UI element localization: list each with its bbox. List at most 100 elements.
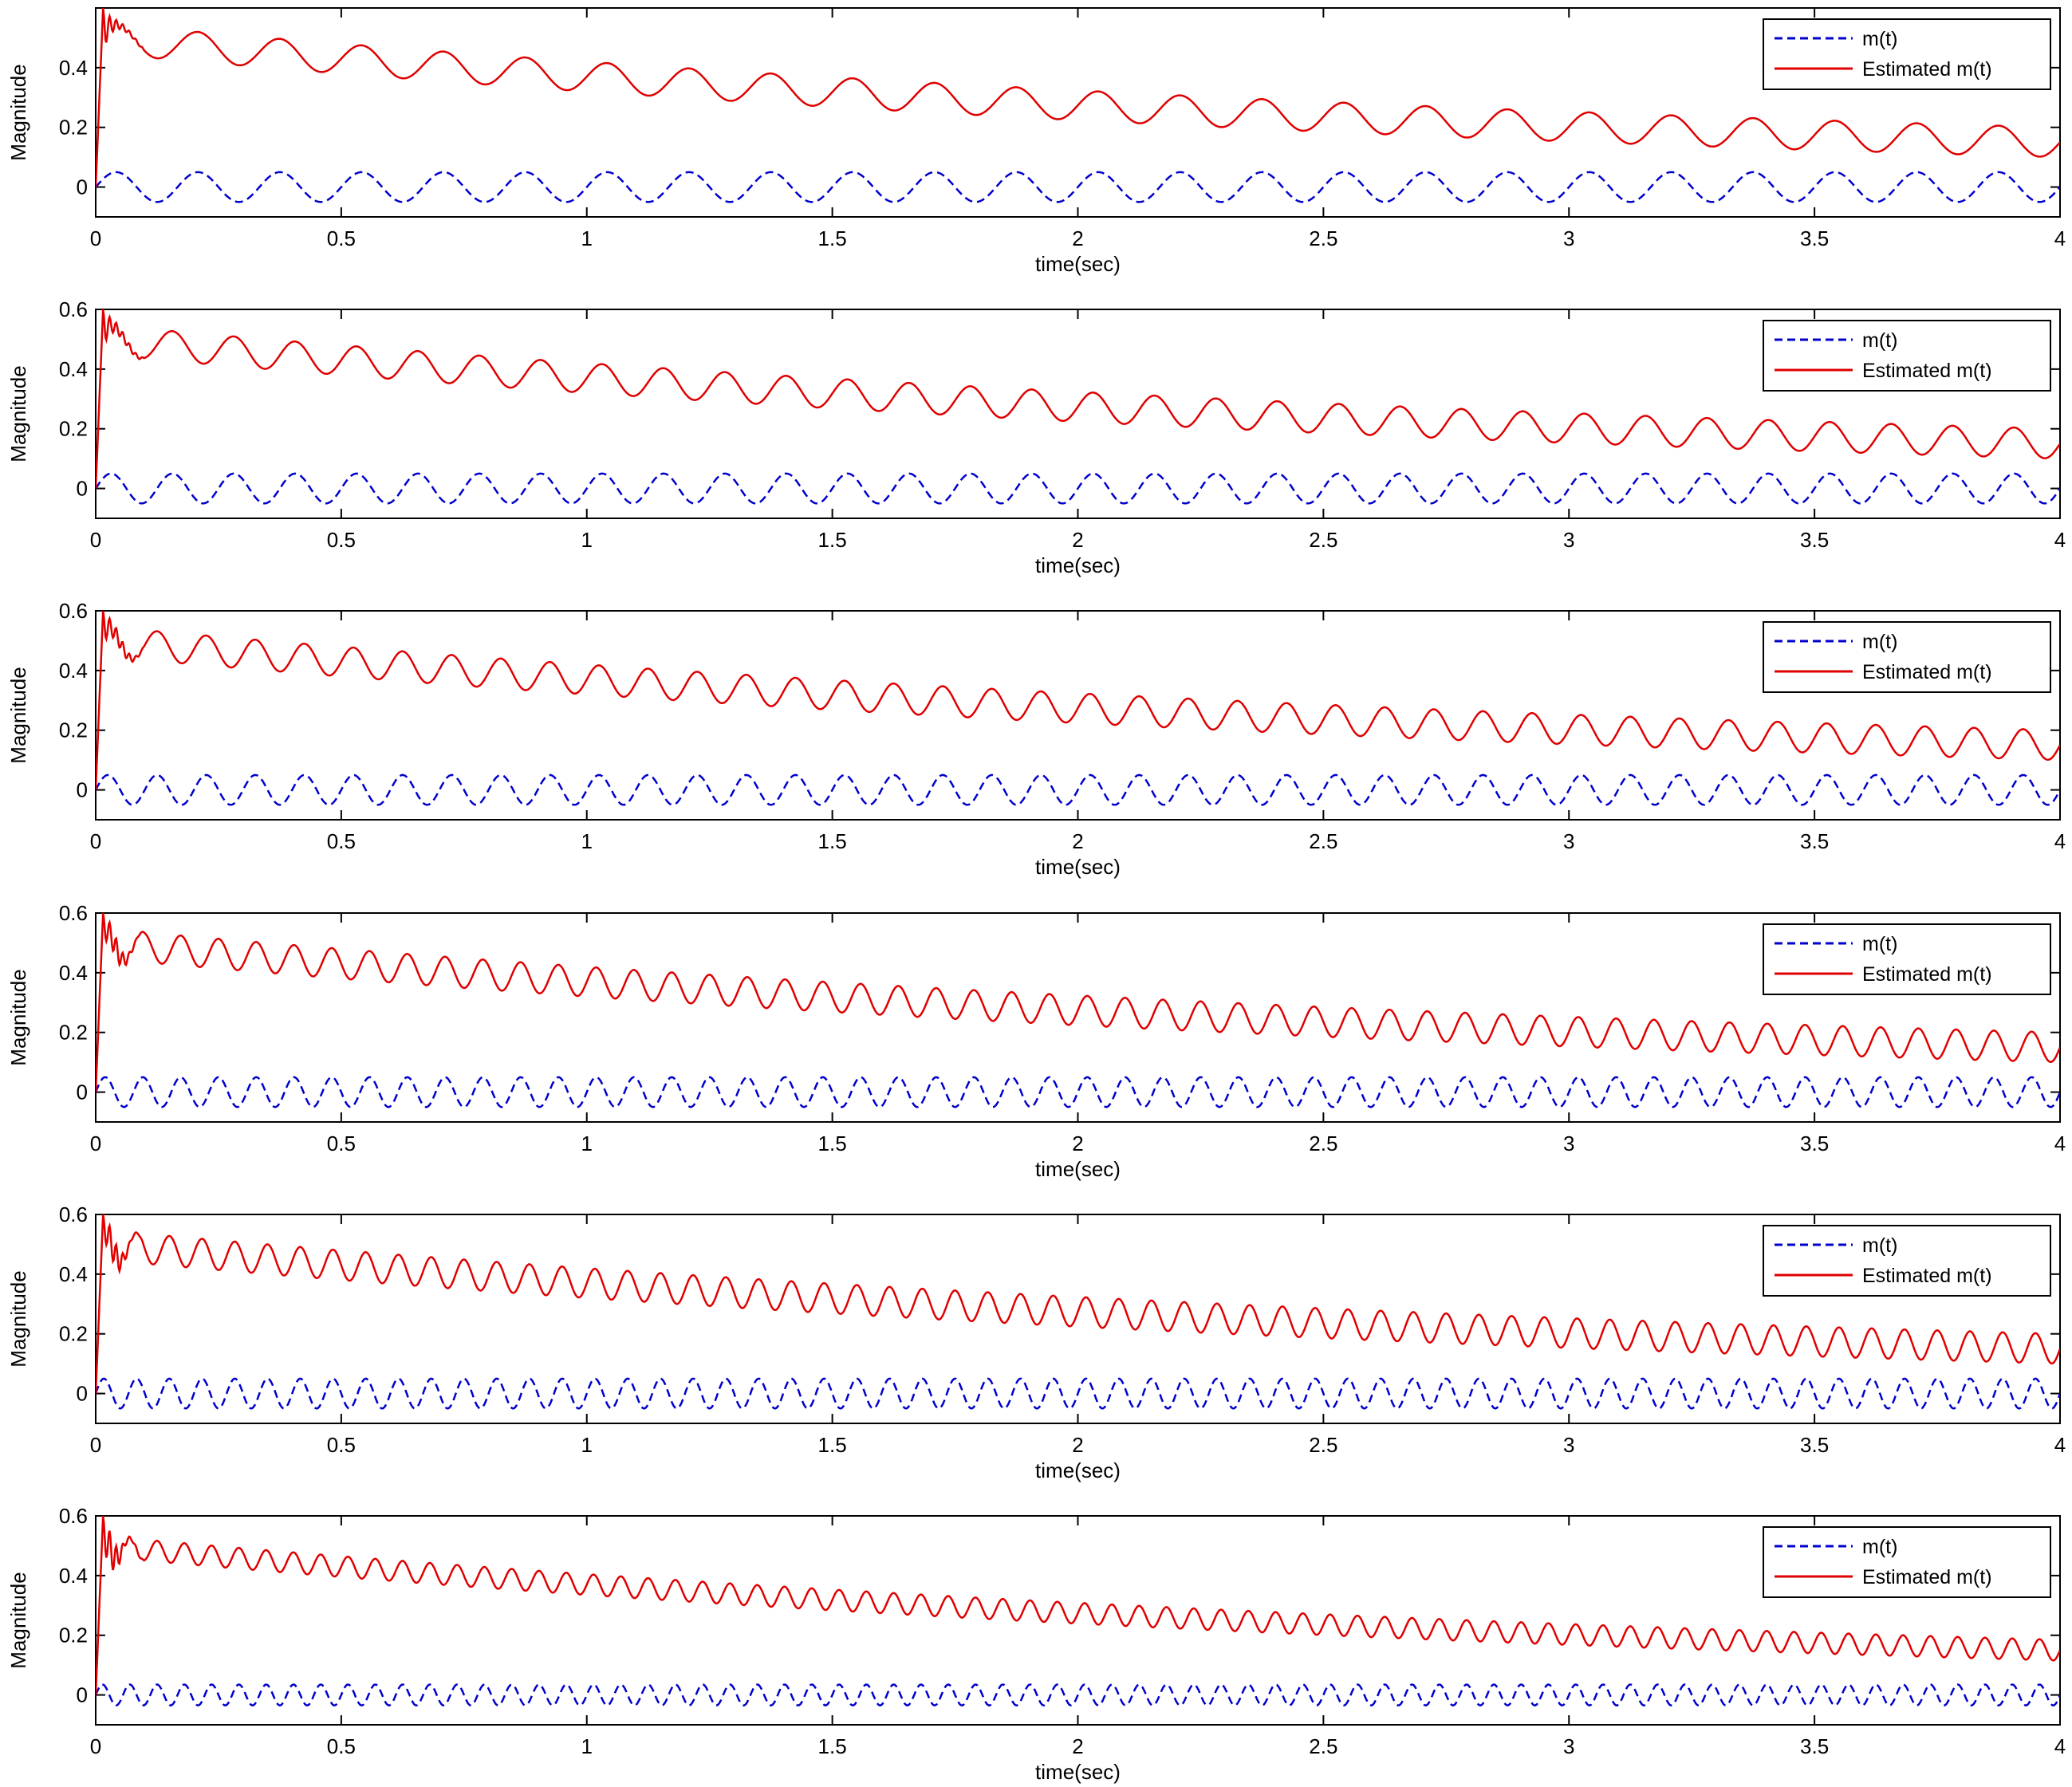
x-tick-label: 2.5 (1309, 528, 1337, 552)
legend: m(t) Estimated m(t) (1763, 18, 2051, 90)
y-tick-label: 0.2 (59, 1624, 88, 1647)
x-tick-label: 4 (2054, 829, 2066, 853)
y-axis-label: Magnitude (6, 1270, 30, 1367)
legend-box (1763, 621, 2051, 693)
x-tick-label: 2.5 (1309, 226, 1337, 250)
x-tick-label: 4 (2054, 528, 2066, 552)
x-tick-label: 0.5 (327, 1734, 356, 1758)
x-tick-label: 0.5 (327, 1433, 356, 1457)
chart-panel-1: 0 0.5 1 1.5 2 2.5 3 3.5 4 0 0.2 0.4 time(sec) Magnitu… (6, 7, 2066, 276)
x-tick-label: 1 (581, 528, 593, 552)
x-tick-label: 3 (1563, 829, 1574, 853)
legend-entry-label: m(t) (1862, 329, 1897, 352)
legend-box (1763, 923, 2051, 995)
legend-box (1763, 1225, 2051, 1297)
x-tick-label: 2.5 (1309, 1433, 1337, 1457)
x-tick-label: 3.5 (1800, 1734, 1829, 1758)
legend-entry-label: Estimated m(t) (1862, 1265, 1992, 1287)
y-axis-label: Magnitude (6, 365, 30, 462)
y-axis-label: Magnitude (6, 667, 30, 763)
x-axis-label: time(sec) (1035, 252, 1121, 276)
x-tick-label: 2 (1072, 829, 1083, 853)
series-m-t-line (96, 773, 2060, 806)
legend: m(t) Estimated m(t) (1763, 923, 2051, 995)
y-tick-label: 0 (77, 477, 88, 501)
x-tick-label: 2.5 (1309, 1734, 1337, 1758)
x-tick-label: 1.5 (818, 829, 847, 853)
y-tick-label: 0.2 (59, 1322, 88, 1346)
y-tick-label: 0.4 (59, 1564, 88, 1588)
x-tick-label: 0.5 (327, 829, 356, 853)
x-tick-label: 3.5 (1800, 1132, 1829, 1155)
legend-entry-label: m(t) (1862, 933, 1897, 955)
x-tick-label: 0 (90, 1734, 101, 1758)
x-tick-label: 1.5 (818, 1132, 847, 1155)
legend-entry-label: m(t) (1862, 631, 1897, 653)
series-estimated-m-t-line (96, 913, 2060, 1092)
y-tick-label: 0.4 (59, 1262, 88, 1286)
x-tick-label: 3 (1563, 226, 1574, 250)
x-tick-label: 4 (2054, 1734, 2066, 1758)
legend-box (1763, 320, 2051, 392)
x-tick-label: 1 (581, 226, 593, 250)
y-tick-label: 0 (77, 778, 88, 802)
chart-panel-6: 0 0.5 1 1.5 2 2.5 3 3.5 4 0 0.2 0.4 0.6 time(sec) Magn… (6, 1504, 2066, 1784)
x-tick-label: 1.5 (818, 226, 847, 250)
chart-panel-5: 0 0.5 1 1.5 2 2.5 3 3.5 4 0 0.2 0.4 0.6 time(sec) Magn… (6, 1202, 2066, 1482)
x-tick-label: 2 (1072, 528, 1083, 552)
x-axis-label: time(sec) (1035, 1458, 1121, 1482)
y-tick-label: 0.2 (59, 116, 88, 140)
x-tick-label: 0 (90, 226, 101, 250)
y-axis-label: Magnitude (6, 969, 30, 1065)
x-tick-label: 3 (1563, 1132, 1574, 1155)
y-tick-label: 0.4 (59, 56, 88, 80)
x-tick-label: 2.5 (1309, 1132, 1337, 1155)
legend-entry-label: m(t) (1862, 1234, 1897, 1257)
x-tick-label: 1 (581, 1734, 593, 1758)
x-tick-label: 4 (2054, 1132, 2066, 1155)
y-axis-label: Magnitude (6, 1572, 30, 1668)
chart-panel-2: 0 0.5 1 1.5 2 2.5 3 3.5 4 0 0.2 0.4 0.6 time(sec) Magn… (6, 297, 2066, 577)
legend: m(t) Estimated m(t) (1763, 621, 2051, 693)
y-tick-label: 0.6 (59, 1202, 88, 1226)
y-tick-label: 0.6 (59, 297, 88, 321)
x-tick-label: 2 (1072, 1433, 1083, 1457)
x-tick-label: 0 (90, 829, 101, 853)
legend-entry-label: Estimated m(t) (1862, 661, 1992, 683)
x-tick-label: 4 (2054, 226, 2066, 250)
series-m-t-line (96, 1683, 2060, 1707)
legend-entry-label: Estimated m(t) (1862, 58, 1992, 81)
legend-box (1763, 18, 2051, 90)
x-tick-label: 1.5 (818, 528, 847, 552)
x-tick-label: 2 (1072, 1132, 1083, 1155)
chart-panel-4: 0 0.5 1 1.5 2 2.5 3 3.5 4 0 0.2 0.4 0.6 time(sec) Magn… (6, 901, 2066, 1181)
x-axis-label: time(sec) (1035, 553, 1121, 577)
x-tick-label: 3 (1563, 528, 1574, 552)
y-tick-label: 0 (77, 175, 88, 199)
y-tick-label: 0.2 (59, 1021, 88, 1045)
legend-entry-label: Estimated m(t) (1862, 360, 1992, 382)
x-tick-label: 0.5 (327, 1132, 356, 1155)
x-tick-label: 1 (581, 829, 593, 853)
x-tick-label: 0.5 (327, 528, 356, 552)
y-tick-label: 0 (77, 1080, 88, 1104)
x-tick-label: 3.5 (1800, 829, 1829, 853)
legend: m(t) Estimated m(t) (1763, 1526, 2051, 1598)
x-tick-label: 3.5 (1800, 528, 1829, 552)
y-tick-label: 0.6 (59, 901, 88, 925)
legend-entry-label: m(t) (1862, 1536, 1897, 1558)
series-estimated-m-t-line (96, 611, 2060, 790)
y-tick-label: 0 (77, 1382, 88, 1406)
x-axis-label: time(sec) (1035, 855, 1121, 879)
x-tick-label: 1 (581, 1132, 593, 1155)
series-m-t-line (96, 1076, 2060, 1108)
y-tick-label: 0.2 (59, 417, 88, 441)
x-tick-label: 2 (1072, 1734, 1083, 1758)
x-tick-label: 1.5 (818, 1734, 847, 1758)
x-tick-label: 0.5 (327, 226, 356, 250)
x-tick-label: 1.5 (818, 1433, 847, 1457)
series-m-t-line (96, 472, 2060, 505)
x-tick-label: 2.5 (1309, 829, 1337, 853)
y-tick-label: 0.4 (59, 357, 88, 381)
y-tick-label: 0 (77, 1683, 88, 1707)
